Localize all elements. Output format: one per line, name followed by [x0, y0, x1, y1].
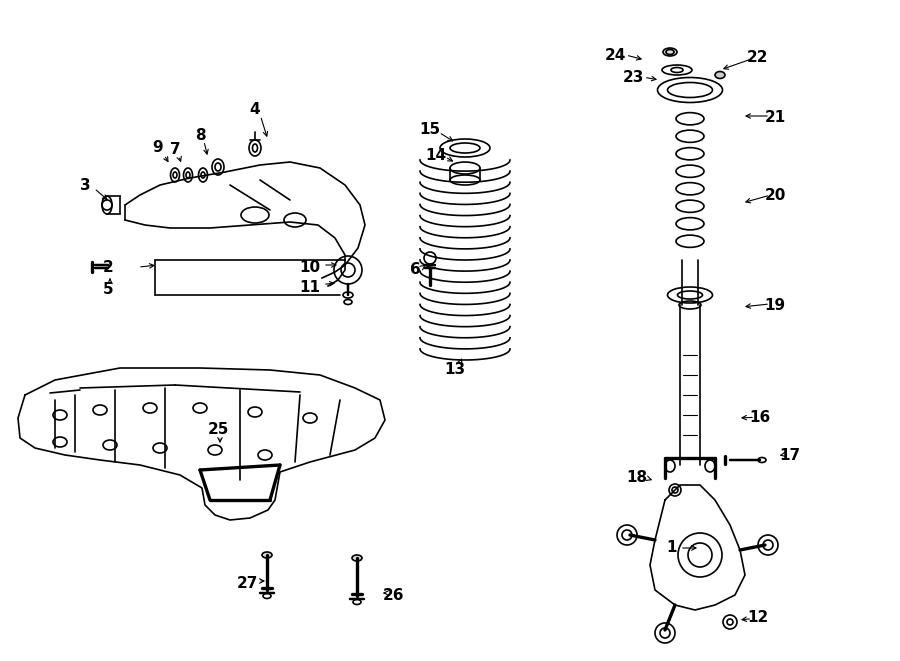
- Text: 4: 4: [249, 102, 260, 118]
- Text: 1: 1: [667, 541, 677, 555]
- Text: 2: 2: [103, 260, 113, 276]
- Text: 17: 17: [779, 447, 801, 463]
- Text: 13: 13: [445, 362, 465, 377]
- Ellipse shape: [715, 71, 725, 79]
- Polygon shape: [18, 368, 385, 520]
- Text: 15: 15: [419, 122, 441, 137]
- Text: 11: 11: [300, 280, 320, 295]
- Text: 16: 16: [750, 410, 770, 426]
- Text: 24: 24: [604, 48, 626, 63]
- Text: 22: 22: [747, 50, 769, 65]
- Text: 5: 5: [103, 282, 113, 297]
- Text: 25: 25: [207, 422, 229, 438]
- Text: 23: 23: [622, 71, 644, 85]
- Text: 10: 10: [300, 260, 320, 276]
- Text: 19: 19: [764, 297, 786, 313]
- Text: 21: 21: [764, 110, 786, 126]
- Ellipse shape: [352, 555, 362, 561]
- Text: 3: 3: [80, 178, 90, 192]
- Text: 20: 20: [764, 188, 786, 202]
- Text: 27: 27: [237, 576, 257, 590]
- Text: 8: 8: [194, 128, 205, 143]
- Text: 14: 14: [426, 147, 446, 163]
- Text: 7: 7: [170, 143, 180, 157]
- Ellipse shape: [663, 48, 677, 56]
- Ellipse shape: [262, 552, 272, 558]
- Text: 18: 18: [626, 471, 648, 485]
- Text: 26: 26: [382, 588, 404, 602]
- Text: 9: 9: [153, 141, 163, 155]
- Text: 12: 12: [747, 611, 769, 625]
- Text: 6: 6: [410, 262, 420, 278]
